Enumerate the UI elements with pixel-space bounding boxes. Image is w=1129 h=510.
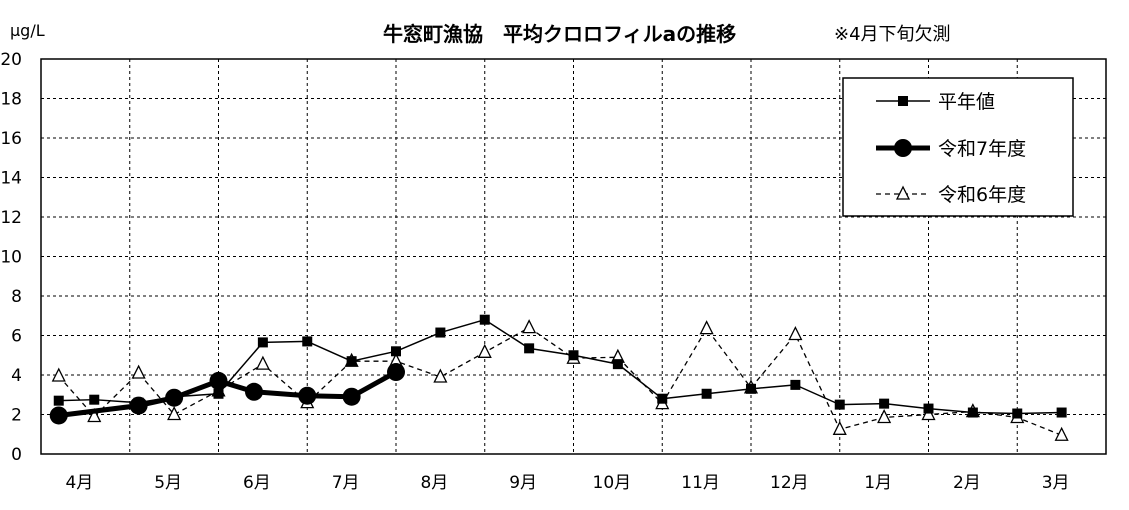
y-axis-ticks: 0 2 4 6 8 10 12 14 16 18 20 [0, 50, 22, 465]
point-square [1012, 408, 1023, 419]
point-square [213, 388, 224, 399]
y-tick-label: 10 [0, 248, 22, 268]
y-tick-label: 12 [0, 208, 22, 228]
point-square [479, 314, 490, 325]
point-circle [245, 382, 263, 401]
point-circle [387, 363, 405, 382]
y-tick-label: 20 [0, 50, 22, 70]
point-square [435, 327, 446, 338]
y-tick-label: 6 [11, 327, 22, 347]
x-tick-label: 1月 [864, 473, 892, 493]
plot-frame [40, 58, 1107, 455]
point-square [53, 395, 64, 406]
point-square [1056, 407, 1067, 418]
chart-note: ※4月下旬欠測 [834, 24, 951, 45]
series-1 [53, 314, 1067, 419]
point-square [790, 379, 801, 390]
point-square [879, 398, 890, 409]
x-tick-label: 10月 [593, 473, 632, 493]
series-2 [49, 363, 405, 425]
point-square [923, 403, 934, 414]
x-tick-label: 8月 [420, 473, 448, 493]
point-triangle [522, 319, 537, 334]
point-square [701, 388, 712, 399]
chart-title: 牛窓町漁協 平均クロロフィルaの推移 [383, 22, 736, 46]
x-tick-label: 2月 [953, 473, 981, 493]
x-tick-label: 7月 [332, 473, 360, 493]
x-tick-label: 5月 [154, 473, 182, 493]
series-3 [51, 319, 1069, 441]
y-tick-label: 2 [11, 406, 22, 426]
series-line [58, 326, 1062, 436]
point-triangle [255, 355, 270, 370]
y-tick-label: 4 [11, 366, 22, 386]
point-triangle [477, 343, 492, 358]
x-tick-label: 6月 [243, 473, 271, 493]
point-circle [49, 406, 68, 425]
point-triangle [131, 364, 146, 379]
point-circle [298, 386, 317, 405]
point-triangle [832, 420, 847, 435]
legend-item: 平年値 [876, 91, 995, 113]
point-triangle [895, 185, 911, 200]
series [49, 314, 1069, 441]
y-tick-label: 14 [0, 169, 22, 189]
point-square [746, 383, 756, 394]
legend-label: 令和6年度 [938, 184, 1026, 206]
series-line [58, 318, 1062, 415]
y-tick-label: 18 [0, 90, 22, 110]
point-square [967, 407, 978, 418]
legend-item: 令和6年度 [876, 184, 1026, 206]
point-square [898, 96, 908, 106]
y-axis-unit: μg/L [10, 21, 45, 40]
point-triangle [877, 409, 892, 424]
point-triangle [87, 408, 102, 423]
point-square [524, 343, 535, 354]
legend-label: 平年値 [938, 91, 995, 113]
y-tick-label: 8 [11, 287, 22, 307]
x-tick-label: 9月 [509, 473, 537, 493]
point-circle [165, 388, 184, 407]
point-square [302, 336, 313, 347]
point-square [89, 394, 100, 405]
point-square [657, 393, 668, 404]
point-square [568, 350, 579, 361]
y-tick-label: 16 [0, 129, 22, 149]
point-circle [342, 387, 361, 406]
point-triangle [167, 406, 182, 421]
point-triangle [433, 368, 448, 383]
point-square [257, 337, 268, 348]
point-square [612, 359, 623, 370]
point-triangle [1054, 426, 1069, 441]
point-triangle [699, 320, 714, 335]
y-tick-label: 0 [11, 445, 22, 465]
legend-label: 令和7年度 [938, 138, 1026, 160]
point-square [346, 356, 357, 367]
point-triangle [788, 326, 803, 341]
x-axis-ticks: 4月 5月 6月 7月 8月 9月 10月 11月 12月 1月 2月 3月 [65, 473, 1069, 493]
point-circle [129, 396, 148, 415]
point-circle [209, 371, 228, 390]
point-circle [894, 139, 912, 157]
x-tick-label: 3月 [1042, 473, 1070, 493]
point-triangle [51, 367, 66, 382]
x-tick-label: 4月 [65, 473, 93, 493]
x-tick-label: 11月 [681, 473, 720, 493]
point-square [834, 399, 845, 410]
point-square [391, 346, 401, 357]
legend-item: 令和7年度 [876, 138, 1026, 160]
x-tick-label: 12月 [770, 473, 809, 493]
